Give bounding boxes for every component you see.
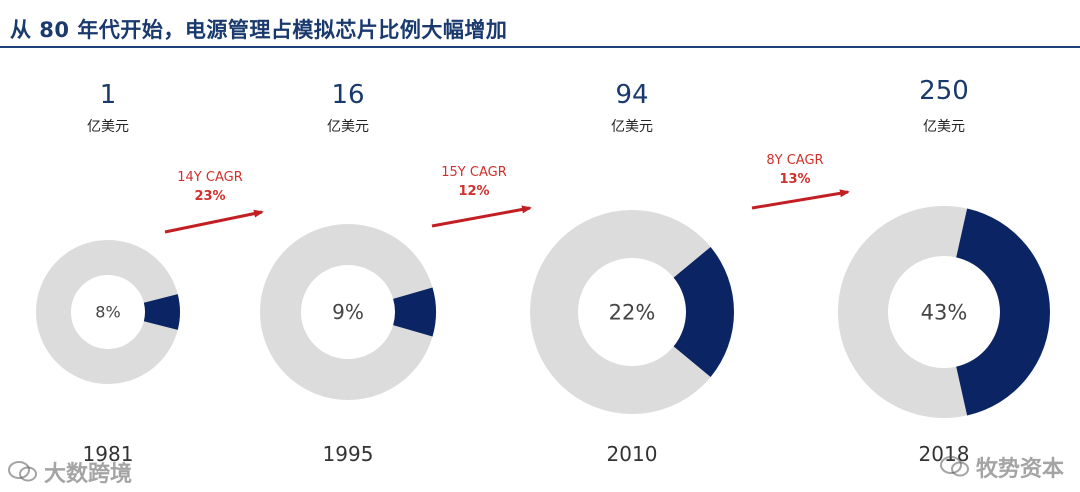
- watermark-left: 大数跨境: [8, 456, 132, 488]
- share-label-1995: 9%: [332, 300, 364, 324]
- cagr-value-1: 23%: [194, 189, 225, 204]
- year-label-1981: 1981: [83, 442, 134, 466]
- share-label-2010: 22%: [609, 300, 656, 324]
- wechat-icon: [8, 461, 37, 482]
- market-unit-2018: 亿美元: [923, 119, 965, 135]
- cagr-arrow-1: [164, 209, 264, 234]
- title-divider: [0, 46, 1080, 48]
- year-label-2010: 2010: [607, 442, 658, 466]
- cagr-value-2: 12%: [458, 184, 489, 199]
- share-label-1981: 8%: [95, 303, 120, 322]
- cagr-arrow-3: [751, 189, 850, 210]
- market-unit-1981: 亿美元: [87, 119, 129, 135]
- chart-title: 从 80 年代开始，电源管理占模拟芯片比例大幅增加: [10, 18, 508, 42]
- donut-slice-2018: [956, 208, 1050, 416]
- watermark-right-text: 牧势资本: [975, 457, 1064, 482]
- donut-slice-2010: [673, 246, 734, 378]
- cagr-label-1: 14Y CAGR: [177, 170, 242, 185]
- watermark-left-text: 大数跨境: [44, 462, 133, 487]
- year-label-1995: 1995: [323, 442, 374, 466]
- donut-slice-1995: [393, 287, 436, 337]
- cagr-arrow-2: [431, 205, 532, 228]
- share-label-2018: 43%: [921, 300, 968, 324]
- cagr-value-3: 13%: [779, 172, 810, 187]
- donut-slice-1981: [143, 294, 181, 330]
- market-value-1995: 16: [331, 80, 364, 110]
- watermark-right: 牧势资本: [939, 451, 1064, 483]
- market-value-1981: 1: [100, 80, 117, 110]
- market-value-2018: 250: [919, 76, 969, 106]
- cagr-label-2: 15Y CAGR: [441, 165, 506, 180]
- market-unit-2010: 亿美元: [611, 119, 653, 135]
- wechat-icon: [939, 456, 969, 477]
- market-unit-1995: 亿美元: [327, 119, 369, 135]
- cagr-label-3: 8Y CAGR: [766, 153, 823, 168]
- market-value-2010: 94: [615, 80, 648, 110]
